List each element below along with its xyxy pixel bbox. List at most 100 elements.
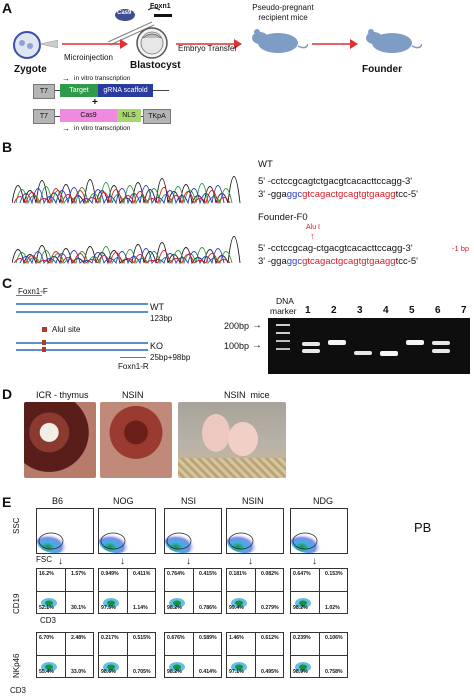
founder-f0-label: Founder-F0 <box>258 212 308 223</box>
ko-site-1 <box>42 340 46 345</box>
construct1-scaffold: gRNA scaffold <box>98 84 153 97</box>
dna-label: DNA <box>276 296 294 306</box>
quadrant-tr: 0.515% <box>133 635 151 641</box>
blastocyst-icon <box>136 27 168 59</box>
lane-7: 7 <box>461 305 467 316</box>
ko-bp-label: 25bp+98bp <box>150 353 191 362</box>
nsin-thymus-photo <box>100 402 172 478</box>
cd19-cd3-plot-ndg: 0.647% 0.153% 98.2% 1.02% <box>290 568 348 614</box>
quadrant-br: 33.0% <box>71 669 86 675</box>
lane-2: 2 <box>331 305 337 316</box>
f0-chromatogram <box>12 236 241 265</box>
strain-nsin: NSIN <box>242 496 264 506</box>
quadrant-bl: 98.6% <box>101 669 116 675</box>
lane-6: 6 <box>435 305 441 316</box>
lane-4: 4 <box>383 305 389 316</box>
gate-arrow: ↓ <box>186 556 191 567</box>
deletion-label: -1 bp <box>452 244 470 253</box>
quadrant-tl: 6.70% <box>39 635 54 641</box>
construct2-tkpa: TKpA <box>143 109 171 124</box>
ssc-axis-label: SSC <box>12 517 21 534</box>
wt-line-1 <box>16 303 148 305</box>
panel-e-label: E <box>2 494 12 510</box>
wt-line-2 <box>16 311 148 313</box>
panel-c-label: C <box>2 275 13 291</box>
gel-image <box>268 318 470 374</box>
nsin-label: NSIN <box>122 390 144 400</box>
nkp46-cd3-plot-ndg: 0.239% 0.106% 98.9% 0.758% <box>290 632 348 678</box>
founder-mouse-icon <box>366 29 422 53</box>
plus-sign: + <box>92 97 98 108</box>
wt-bp-label: 123bp <box>150 314 173 323</box>
icr-thymus-label: ICR - thymus <box>36 390 89 400</box>
fsc-axis-label: FSC <box>36 555 52 564</box>
construct2-nls: NLS <box>117 109 141 122</box>
quadrant-tr: 0.153% <box>325 571 343 577</box>
quadrant-tr: 0.106% <box>325 635 343 641</box>
recipient-mouse-icon <box>252 29 308 53</box>
bp100-arrow: → <box>252 340 262 351</box>
gate-arrow: ↓ <box>58 556 63 567</box>
quadrant-br: 30.1% <box>71 605 86 611</box>
cd3-axis-label-2: CD3 <box>10 686 27 695</box>
density-plot-nsi <box>164 508 222 554</box>
f0-seq-bottom: 3' -ggaggcgtcagactgcagtgtgaaggtcc-5' <box>258 256 418 267</box>
ivt-bottom-arrow: → <box>62 124 70 133</box>
nkp46-axis-label: NKp46 <box>12 653 21 678</box>
nsin-mice-label: NSIN mice <box>224 390 270 400</box>
zygote-icon <box>13 31 41 59</box>
ko-gel-label: KO <box>150 341 164 351</box>
cas9-label: Cas9 <box>117 10 132 16</box>
strain-ndg: NDG <box>313 496 333 506</box>
bp100-label: 100bp <box>224 341 250 351</box>
wt-gel-label: WT <box>150 302 164 312</box>
construct1-target: Target <box>60 84 98 97</box>
quadrant-br: 0.495% <box>261 669 279 675</box>
quadrant-bl: 97.5% <box>101 605 116 611</box>
quadrant-tl: 0.764% <box>167 571 185 577</box>
quadrant-tr: 0.082% <box>261 571 279 577</box>
quadrant-tl: 0.676% <box>167 635 185 641</box>
lane-5: 5 <box>409 305 415 316</box>
quadrant-bl: 99.4% <box>229 605 244 611</box>
quadrant-bl: 98.9% <box>293 669 308 675</box>
embryo-transfer-label: Embryo Transfer <box>178 44 238 53</box>
recipient-mice-label: recipient mice <box>258 13 308 22</box>
arrow-to-founder <box>312 39 358 49</box>
quadrant-tl: 0.949% <box>101 571 119 577</box>
foxn1f-arrow <box>16 295 42 296</box>
gate-arrow: ↓ <box>120 556 125 567</box>
quadrant-bl: 97.1% <box>229 669 244 675</box>
cd19-axis-label: CD19 <box>12 593 21 614</box>
bp200-label: 200bp <box>224 321 250 331</box>
gate-arrow: ↓ <box>248 556 253 567</box>
strain-nog: NOG <box>113 496 134 506</box>
cd19-cd3-plot-nsin: 0.181% 0.082% 99.4% 0.279% <box>226 568 284 614</box>
density-plot-ndg <box>290 508 348 554</box>
nkp46-cd3-plot-nsi: 0.676% 0.589% 98.2% 0.414% <box>164 632 222 678</box>
quadrant-bl: 98.2% <box>167 605 182 611</box>
quadrant-bl: 52.1% <box>39 605 54 611</box>
ko-line-2 <box>16 349 148 351</box>
quadrant-tl: 16.2% <box>39 571 54 577</box>
quadrant-tl: 0.181% <box>229 571 247 577</box>
ivt-top-label: in vitro transcription <box>74 75 131 82</box>
construct2-t7: T7 <box>33 109 55 124</box>
nsin-mice-photo <box>178 402 286 478</box>
quadrant-br: 1.02% <box>325 605 340 611</box>
quadrant-tl: 0.647% <box>293 571 311 577</box>
cd3-axis-label-1: CD3 <box>40 616 57 625</box>
panel-a-label: A <box>2 0 13 16</box>
arrow-embryo-transfer <box>176 39 242 49</box>
construct2-cas9: Cas9 <box>60 109 117 122</box>
panel-b-label: B <box>2 139 13 155</box>
alu-label: Alu I <box>306 224 321 231</box>
blastocyst-label: Blastocyst <box>130 60 181 71</box>
lane-1: 1 <box>305 305 311 316</box>
quadrant-tr: 0.415% <box>199 571 217 577</box>
density-plot-b6 <box>36 508 94 554</box>
quadrant-br: 0.758% <box>325 669 343 675</box>
lane-3: 3 <box>357 305 363 316</box>
quadrant-bl: 55.4% <box>39 669 54 675</box>
microinjection-label: Microinjection <box>64 53 113 62</box>
